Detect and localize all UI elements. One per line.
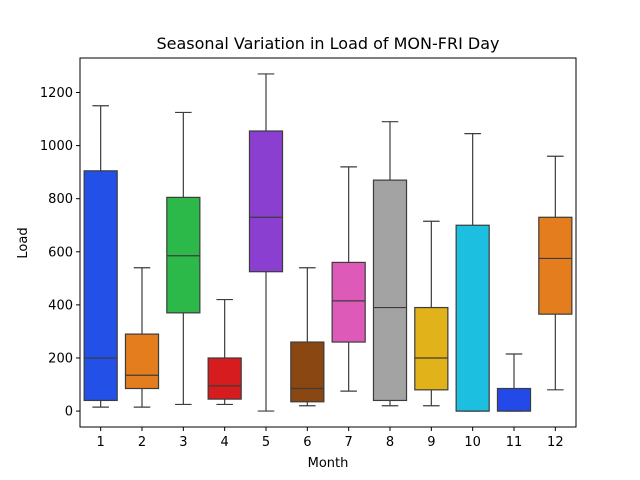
y-tick-label: 200 [48,351,73,366]
x-tick-label: 7 [345,435,353,450]
box-month-6 [290,267,325,407]
y-tick-label: 0 [65,405,73,420]
box-iqr [538,216,573,315]
x-tick-label: 3 [179,435,187,450]
box-month-8 [372,121,408,407]
x-tick-label: 5 [262,435,270,450]
y-axis-label: Load [16,227,31,258]
box-month-3 [166,111,201,406]
box-month-1 [83,105,118,408]
chart-title: Seasonal Variation in Load of MON-FRI Da… [157,34,500,53]
box-iqr [414,306,449,391]
box-iqr [496,387,532,412]
y-tick-label: 400 [48,298,73,313]
box-month-2 [124,267,160,408]
box-iqr [455,224,490,412]
box-iqr [207,357,242,400]
box-month-10 [455,133,490,412]
box-iqr [372,179,408,402]
y-tick-label: 1000 [40,139,73,154]
box-month-4 [207,298,242,406]
box-iqr [166,196,201,314]
box-month-9 [414,220,449,407]
plot-frame [79,57,577,428]
x-axis-label: Month [308,456,349,471]
box-month-11 [496,353,532,412]
box-iqr [248,130,284,273]
x-tick-label: 8 [386,435,394,450]
box-iqr [290,341,325,403]
x-tick-label: 2 [138,435,146,450]
box-iqr [331,261,366,343]
y-tick-label: 800 [48,192,73,207]
x-tick-label: 1 [97,435,105,450]
x-tick-label: 11 [506,435,523,450]
x-tick-label: 4 [221,435,229,450]
box-iqr [124,333,160,390]
box-month-7 [331,166,366,392]
x-tick-label: 9 [427,435,435,450]
y-tick-label: 600 [48,245,73,260]
x-tick-label: 10 [464,435,481,450]
y-tick-label: 1200 [40,86,73,101]
box-month-5 [248,73,284,412]
x-tick-label: 12 [547,435,564,450]
x-tick-label: 6 [303,435,311,450]
box-iqr [83,170,118,402]
box-month-12 [538,155,573,391]
